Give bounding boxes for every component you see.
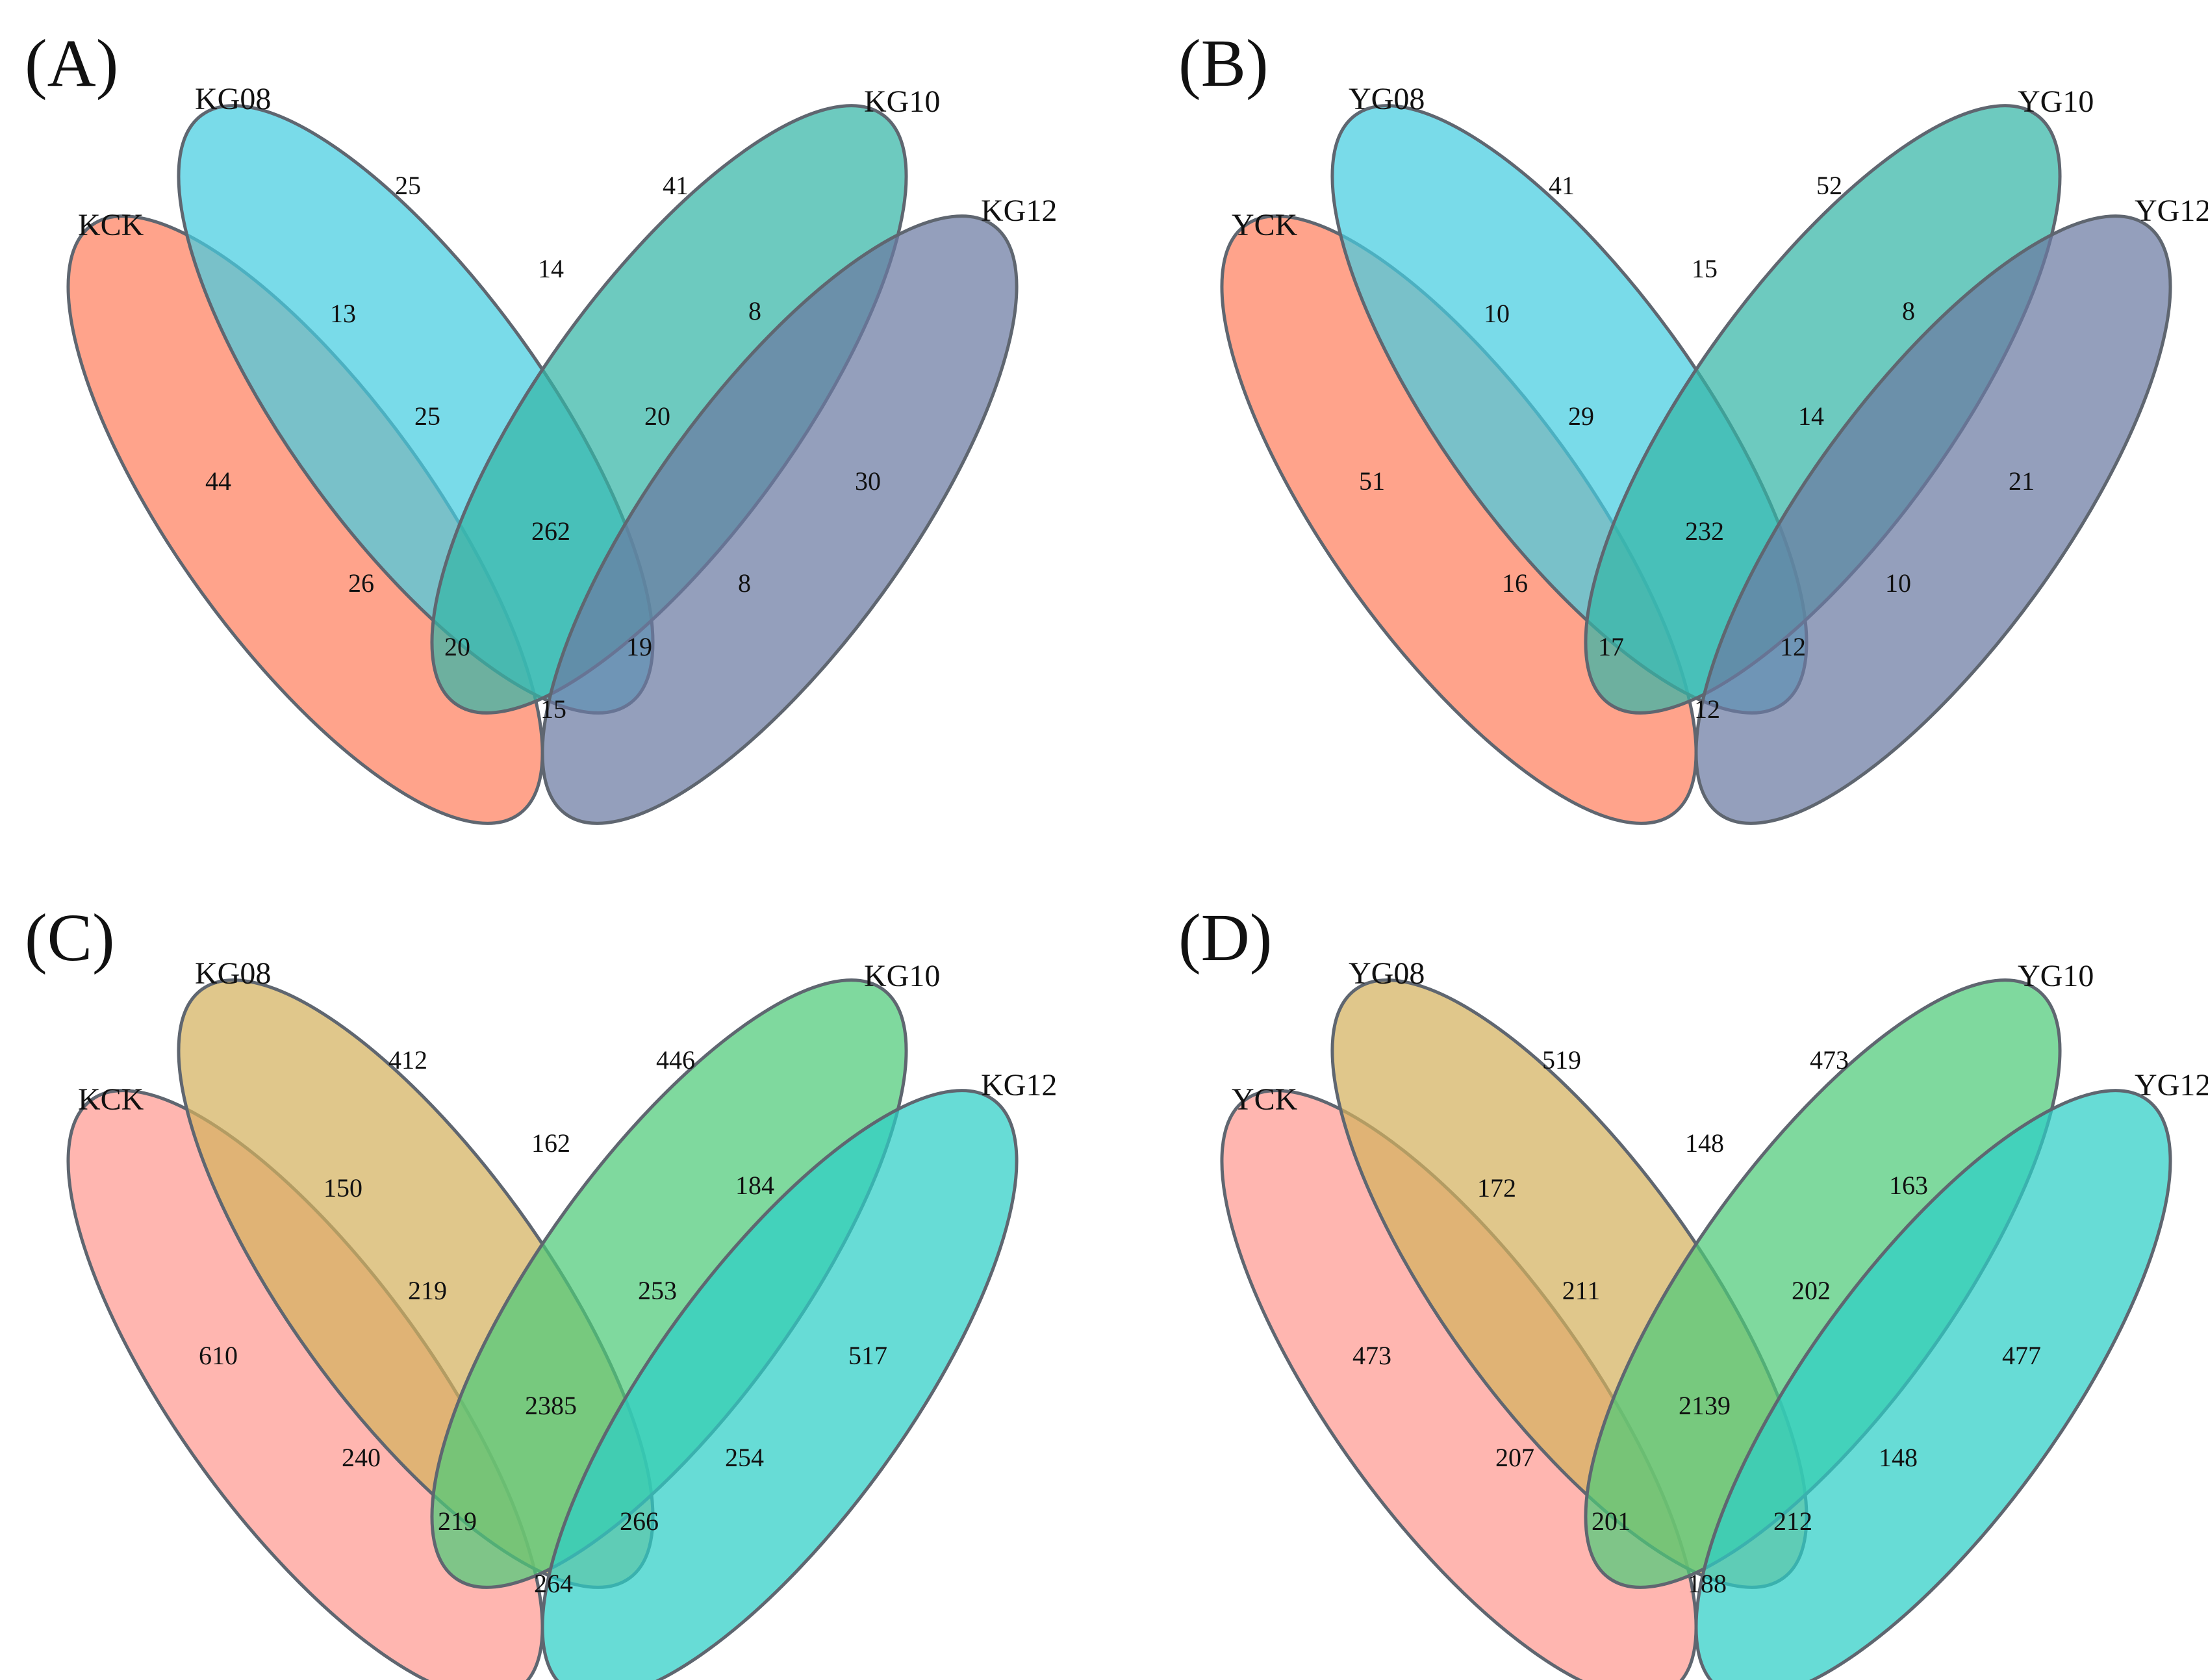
- region-count-s34: 8: [1902, 296, 1915, 325]
- region-count-s14: 12: [1694, 694, 1720, 724]
- region-count-s123: 219: [408, 1276, 447, 1305]
- set-label-1: YCK: [1232, 1082, 1298, 1117]
- set-label-4: YG12: [2135, 1068, 2208, 1102]
- region-count-only_1: 473: [1352, 1341, 1391, 1370]
- region-count-s13: 17: [1598, 632, 1624, 661]
- region-count-s14: 15: [540, 694, 566, 724]
- region-count-only_4: 30: [855, 466, 881, 496]
- region-count-only_3: 473: [1810, 1045, 1849, 1075]
- region-count-s234: 202: [1792, 1276, 1831, 1305]
- region-count-s234: 14: [1798, 401, 1824, 431]
- region-count-s1234: 262: [531, 516, 570, 546]
- region-count-only_1: 610: [199, 1341, 238, 1370]
- set-label-2: KG08: [195, 82, 271, 116]
- panel-label: (A): [25, 26, 118, 101]
- set-ellipse-4: [1694, 1089, 2172, 1680]
- region-count-s23: 162: [531, 1128, 570, 1158]
- set-label-3: YG10: [2018, 84, 2094, 119]
- set-label-4: YG12: [2135, 194, 2208, 228]
- region-count-s23: 15: [1692, 254, 1718, 283]
- set-label-2: KG08: [195, 956, 271, 991]
- set-ellipse-4: [540, 1089, 1019, 1680]
- region-count-s23: 14: [538, 254, 564, 283]
- set-label-2: YG08: [1349, 82, 1425, 116]
- region-count-s34: 8: [748, 296, 761, 325]
- region-count-s34: 184: [735, 1171, 774, 1200]
- region-count-s1234: 232: [1685, 516, 1724, 546]
- set-ellipse-4: [1694, 214, 2172, 825]
- set-label-1: KCK: [78, 1082, 144, 1117]
- set-label-4: KG12: [981, 1068, 1057, 1102]
- region-count-only_2: 41: [1549, 171, 1575, 200]
- region-count-s123: 25: [414, 401, 440, 431]
- region-count-s24: 8: [738, 568, 751, 598]
- set-label-3: KG10: [864, 959, 940, 993]
- region-count-s124: 207: [1495, 1443, 1534, 1472]
- region-count-s12: 13: [330, 299, 356, 328]
- region-count-s134: 266: [620, 1507, 659, 1536]
- region-count-only_2: 25: [395, 171, 421, 200]
- region-count-only_4: 517: [848, 1341, 887, 1370]
- region-count-only_1: 51: [1359, 466, 1385, 496]
- region-count-s24: 10: [1885, 568, 1911, 598]
- region-count-s12: 10: [1484, 299, 1510, 328]
- panel-label: (B): [1178, 26, 1269, 101]
- region-count-s13: 219: [438, 1507, 477, 1536]
- region-count-s14: 264: [534, 1569, 573, 1598]
- region-count-only_2: 519: [1542, 1045, 1581, 1075]
- region-count-only_4: 477: [2002, 1341, 2041, 1370]
- region-count-s134: 12: [1780, 632, 1806, 661]
- region-count-s24: 148: [1879, 1443, 1918, 1472]
- set-label-3: YG10: [2018, 959, 2094, 993]
- set-label-1: YCK: [1232, 208, 1298, 242]
- venn-panel-2: (B) YCK YG08 YG10 YG12 51 41 52 21 10 15 8 29 14 232 16…: [1178, 26, 2208, 825]
- region-count-s124: 240: [342, 1443, 381, 1472]
- region-count-s23: 148: [1685, 1128, 1724, 1158]
- region-count-s13: 20: [444, 632, 470, 661]
- venn-panel-3: (C) KCK KG08 KG10 KG12 610 412 446 517 150 162 184 2…: [25, 900, 1057, 1680]
- set-label-3: KG10: [864, 84, 940, 119]
- region-count-only_3: 41: [663, 171, 689, 200]
- region-count-only_3: 52: [1816, 171, 1842, 200]
- region-count-s234: 20: [644, 401, 670, 431]
- region-count-only_4: 21: [2009, 466, 2035, 496]
- region-count-only_3: 446: [656, 1045, 695, 1075]
- region-count-s1234: 2385: [525, 1391, 577, 1420]
- region-count-s14: 188: [1688, 1569, 1727, 1598]
- region-count-s13: 201: [1592, 1507, 1631, 1536]
- region-count-s124: 26: [348, 568, 374, 598]
- venn-panel-1: (A) KCK KG08 KG10 KG12 44 25 41 30 13 14 8 25 20 262 26…: [25, 26, 1057, 825]
- panel-label: (C): [25, 900, 115, 975]
- region-count-s123: 211: [1562, 1276, 1601, 1305]
- venn-panel-4: (D) YCK YG08 YG10 YG12 473 519 473 477 172 148 163 2…: [1178, 900, 2208, 1680]
- region-count-s234: 253: [638, 1276, 677, 1305]
- region-count-only_2: 412: [388, 1045, 427, 1075]
- set-label-4: KG12: [981, 194, 1057, 228]
- region-count-s134: 19: [626, 632, 652, 661]
- region-count-only_1: 44: [205, 466, 231, 496]
- region-count-s1234: 2139: [1679, 1391, 1731, 1420]
- region-count-s12: 172: [1477, 1173, 1516, 1203]
- region-count-s123: 29: [1568, 401, 1594, 431]
- set-label-2: YG08: [1349, 956, 1425, 991]
- region-count-s134: 212: [1773, 1507, 1812, 1536]
- region-count-s34: 163: [1889, 1171, 1928, 1200]
- panel-label: (D): [1178, 900, 1272, 975]
- region-count-s24: 254: [725, 1443, 764, 1472]
- set-label-1: KCK: [78, 208, 144, 242]
- region-count-s12: 150: [324, 1173, 362, 1203]
- set-ellipse-4: [540, 214, 1019, 825]
- region-count-s124: 16: [1502, 568, 1528, 598]
